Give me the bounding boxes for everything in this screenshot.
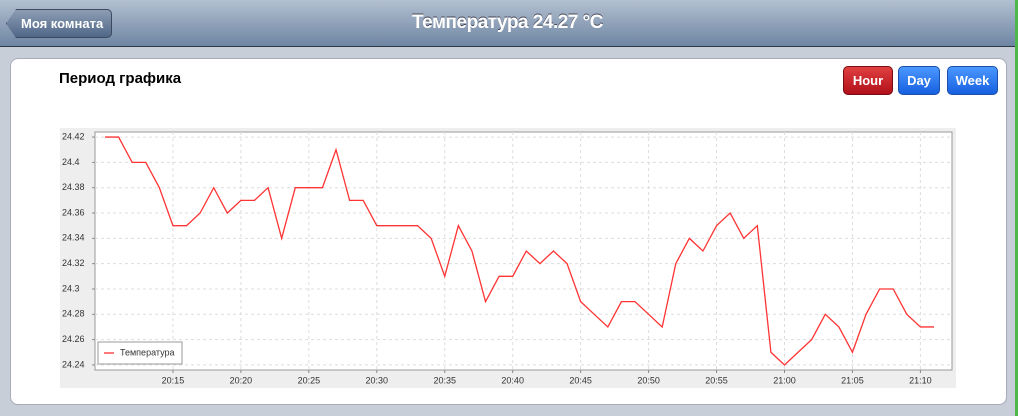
back-button[interactable]: Моя комната [6,9,113,38]
plot-area [94,131,953,371]
y-tick-label: 24.3 [62,283,80,293]
x-tick-label: 20:55 [705,375,728,385]
week-button[interactable]: Week [947,66,998,95]
period-label: Период графика [59,70,182,87]
y-tick-label: 24.4 [62,157,80,167]
x-tick-label: 21:10 [909,375,932,385]
line [105,136,934,366]
hour-button[interactable]: Hour [843,66,893,95]
x-tick-label: 20:40 [501,375,524,385]
y-tick-label: 24.24 [62,359,85,369]
header: Моя комната Температура 24.27 °C [0,0,1015,47]
x-tick-label: 21:05 [841,375,864,385]
x-tick-label: 20:50 [637,375,660,385]
day-button[interactable]: Day [898,66,940,95]
y-tick-label: 24.28 [62,309,85,319]
x-tick-label: 20:20 [230,375,253,385]
y-tick-label: 24.42 [62,131,85,141]
x-tick-label: 21:00 [773,375,796,385]
x-tick-label: 20:30 [366,375,389,385]
x-tick-label: 20:45 [569,375,592,385]
edge [1015,0,1018,416]
legend-label: Температура [120,347,175,357]
chart: 24.24 24.26 24.28 24.3 24.32 24.34 24.36 24.38 2… [60,128,956,388]
x-tick-label: 20:15 [162,375,185,385]
x-tick-label: 20:35 [433,375,456,385]
y-tick-label: 24.36 [62,207,85,217]
header-title: Температура 24.27 °C [412,12,603,33]
y-tick-label: 24.26 [62,334,85,344]
legend-box [97,341,183,365]
y-tick-label: 24.34 [62,233,85,243]
y-tick-label: 24.38 [62,182,85,192]
x-tick-label: 20:25 [298,375,321,385]
y-tick-label: 24.32 [62,258,85,268]
